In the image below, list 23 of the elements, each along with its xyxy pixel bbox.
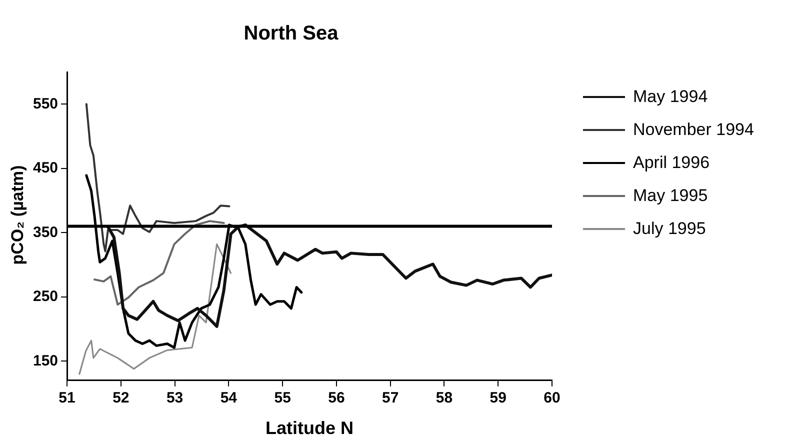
x-tick-label: 56 xyxy=(328,390,345,407)
y-tick-label: 550 xyxy=(32,95,58,112)
x-tick-label: 53 xyxy=(166,390,184,407)
y-tick-label: 450 xyxy=(32,160,58,177)
x-tick-label: 59 xyxy=(490,390,506,407)
x-tick-label: 57 xyxy=(382,390,399,407)
chart-title: North Sea xyxy=(244,22,340,45)
y-tick-label: 350 xyxy=(32,224,58,241)
y-tick-label: 250 xyxy=(32,288,58,306)
y-axis-title: pCO₂ (µatm) xyxy=(8,165,28,265)
x-tick-label: 55 xyxy=(274,390,291,407)
legend-label: July 1995 xyxy=(633,218,706,238)
x-tick-label: 52 xyxy=(112,390,130,407)
x-axis-title: Latitude N xyxy=(266,418,354,438)
legend-label: November 1994 xyxy=(633,120,754,140)
x-tick-label: 54 xyxy=(220,390,238,407)
x-tick-label: 51 xyxy=(58,390,76,407)
x-tick-label: 58 xyxy=(436,390,453,407)
legend-label: May 1994 xyxy=(633,86,708,106)
legend-label: May 1995 xyxy=(633,186,708,206)
y-tick-label: 150 xyxy=(32,352,58,370)
x-tick-label: 60 xyxy=(544,390,560,407)
legend-label: April 1996 xyxy=(633,152,710,172)
